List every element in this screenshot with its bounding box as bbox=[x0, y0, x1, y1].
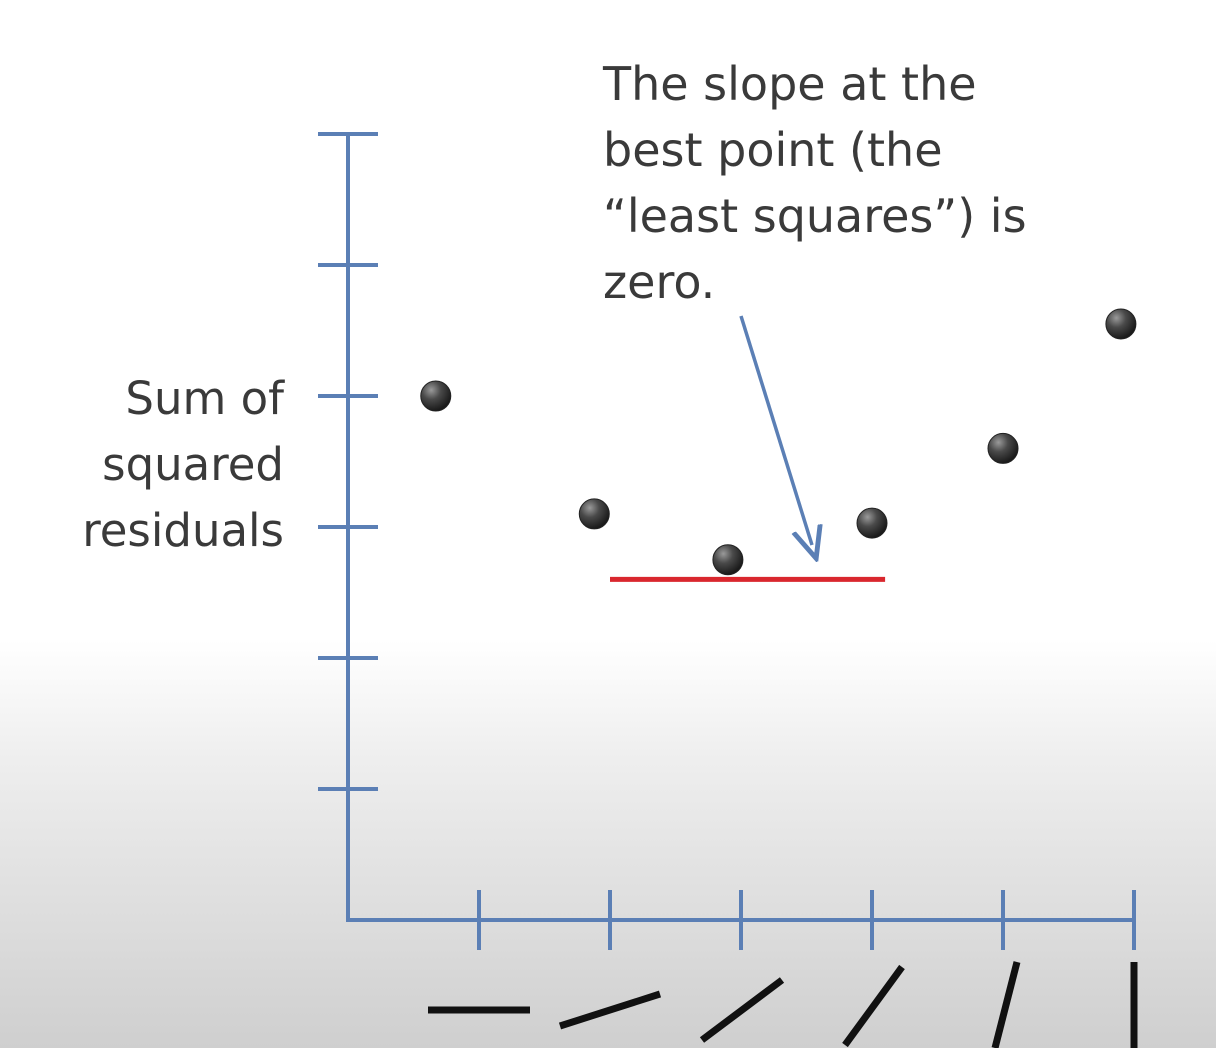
y-axis-label-line: squared bbox=[102, 438, 284, 491]
data-point bbox=[856, 507, 888, 539]
data-points bbox=[420, 308, 1137, 576]
data-point bbox=[712, 544, 744, 576]
annotation-line: The slope at the bbox=[602, 57, 977, 111]
annotation-line: “least squares”) is bbox=[603, 189, 1027, 243]
x-category-glyph-4 bbox=[842, 964, 905, 1048]
annotation-arrow bbox=[739, 315, 812, 545]
x-axis-slope-glyphs bbox=[428, 961, 1138, 1048]
data-point bbox=[987, 432, 1019, 464]
axes bbox=[318, 132, 1136, 950]
data-point bbox=[578, 498, 610, 530]
data-point bbox=[1105, 308, 1137, 340]
annotation-line: zero. bbox=[603, 255, 715, 309]
x-category-glyph-5 bbox=[991, 961, 1021, 1048]
data-point bbox=[420, 380, 452, 412]
annotation: The slope at the best point (the “least sq… bbox=[602, 57, 1027, 545]
y-axis-label-line: Sum of bbox=[125, 372, 285, 425]
y-axis-label: Sum of squared residuals bbox=[82, 372, 285, 557]
x-category-glyph-2 bbox=[558, 990, 662, 1030]
annotation-line: best point (the bbox=[603, 123, 943, 177]
y-axis-label-line: residuals bbox=[82, 504, 284, 557]
x-category-glyph-3 bbox=[699, 977, 785, 1043]
